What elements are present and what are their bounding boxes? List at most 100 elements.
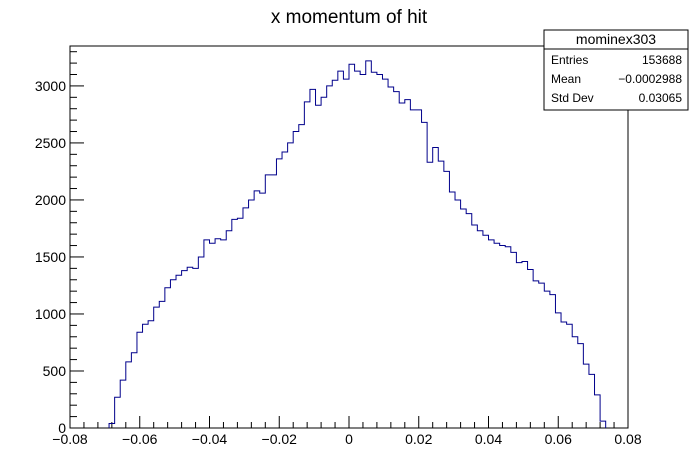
- histogram-bin: [338, 71, 344, 428]
- histogram-bin: [438, 161, 444, 428]
- stats-key-entries: Entries: [551, 53, 588, 67]
- stats-box-frame: [543, 29, 689, 111]
- histogram-bin: [455, 200, 461, 428]
- histogram-bin: [595, 395, 601, 428]
- histogram-bin: [293, 132, 299, 428]
- histogram-bin: [215, 239, 221, 428]
- histogram-bin: [226, 231, 232, 428]
- histogram-bin: [115, 397, 121, 428]
- y-tick-label: 500: [43, 363, 67, 379]
- histogram-bin: [321, 97, 327, 428]
- histogram-bin: [210, 243, 216, 428]
- histogram-bin: [578, 344, 584, 428]
- y-tick-label: 1000: [35, 306, 66, 322]
- y-tick-label: 3000: [35, 78, 66, 94]
- histogram-bin: [282, 152, 288, 428]
- x-tick-label: −0.08: [52, 431, 88, 447]
- histogram-bin: [533, 281, 539, 428]
- histogram-bin: [260, 193, 266, 428]
- x-tick-label: 0: [345, 431, 353, 447]
- histogram-bin: [489, 240, 495, 428]
- chart-title: x momentum of hit: [271, 7, 428, 28]
- histogram-bin: [310, 89, 316, 428]
- y-tick-label: 0: [58, 420, 66, 436]
- histogram-bin: [399, 103, 405, 428]
- histogram-bin: [516, 263, 522, 428]
- histogram-bin: [572, 337, 578, 428]
- histogram-bins: [109, 61, 606, 428]
- histogram-bin: [382, 79, 388, 428]
- histogram-bin: [237, 218, 243, 428]
- histogram-bin: [544, 291, 550, 428]
- histogram-bin: [265, 175, 271, 428]
- histogram-bin: [204, 240, 210, 428]
- stats-box: mominex303 Entries 153688 Mean −0.000298…: [543, 29, 689, 111]
- histogram-bin: [254, 191, 260, 428]
- histogram-bin: [148, 321, 154, 428]
- y-tick-label: 2500: [35, 135, 66, 151]
- histogram-bin: [109, 423, 115, 428]
- histogram-bin: [405, 100, 411, 428]
- x-tick-label: −0.04: [192, 431, 228, 447]
- histogram-bin: [522, 262, 528, 428]
- histogram-bin: [377, 75, 383, 428]
- x-tick-label: −0.06: [122, 431, 158, 447]
- histogram-bin: [176, 275, 182, 428]
- histogram-bin: [444, 171, 450, 428]
- x-tick-label: 0.02: [405, 431, 432, 447]
- histogram-bin: [461, 209, 467, 428]
- histogram-bin: [137, 332, 143, 428]
- stats-value-entries: 153688: [642, 53, 682, 67]
- histogram-bin: [505, 247, 511, 428]
- histogram-bin: [349, 64, 355, 428]
- histogram-bin: [394, 92, 400, 428]
- histogram-bin: [472, 225, 478, 428]
- histogram-bin: [511, 252, 517, 428]
- histogram-bin: [221, 240, 227, 428]
- histogram-bin: [187, 267, 193, 428]
- y-tick-label: 2000: [35, 192, 66, 208]
- histogram-bin: [410, 110, 416, 428]
- x-tick-label: 0.04: [475, 431, 502, 447]
- x-tick-label: 0.08: [614, 431, 641, 447]
- histogram-bin: [416, 110, 422, 428]
- histogram-bin: [483, 235, 489, 428]
- histogram-bin: [371, 72, 377, 428]
- histogram-bin: [583, 364, 589, 428]
- histogram-bin: [271, 175, 277, 428]
- histogram-bin: [232, 219, 238, 428]
- histogram-bin: [316, 105, 322, 428]
- histogram-bin: [249, 200, 255, 428]
- histogram-bin: [366, 61, 372, 428]
- histogram-bin: [589, 374, 595, 428]
- histogram-bin: [561, 322, 567, 428]
- histogram-bin: [159, 301, 165, 428]
- stats-key-stddev: Std Dev: [551, 91, 594, 105]
- histogram-outline: [108, 60, 607, 428]
- histogram-bin: [433, 147, 439, 428]
- histogram-bin: [600, 421, 606, 428]
- y-tick-label: 1500: [35, 249, 66, 265]
- x-axis: −0.08 −0.06 −0.04 −0.02 0 0.02 0.04 0.06 0.08: [52, 416, 642, 447]
- histogram-bin: [327, 86, 333, 428]
- histogram-bin: [360, 75, 366, 428]
- histogram-bin: [304, 102, 310, 428]
- histogram-bin: [243, 208, 249, 428]
- histogram-bin: [170, 280, 176, 428]
- histogram-bin: [422, 122, 428, 428]
- histogram-bin: [131, 353, 137, 428]
- x-tick-label: −0.02: [262, 431, 298, 447]
- stats-value-mean: −0.0002988: [618, 72, 682, 86]
- histogram-bin: [332, 80, 338, 428]
- histogram-bin: [343, 79, 349, 428]
- histogram-bin: [466, 214, 472, 428]
- histogram-bin: [198, 257, 204, 428]
- histogram-bin: [154, 307, 160, 428]
- histogram-bin: [388, 87, 394, 428]
- histogram-bin: [449, 192, 455, 428]
- histogram-bin: [355, 71, 361, 428]
- histogram-bin: [288, 143, 294, 428]
- histogram-bin: [528, 269, 534, 428]
- histogram-bin: [539, 283, 545, 428]
